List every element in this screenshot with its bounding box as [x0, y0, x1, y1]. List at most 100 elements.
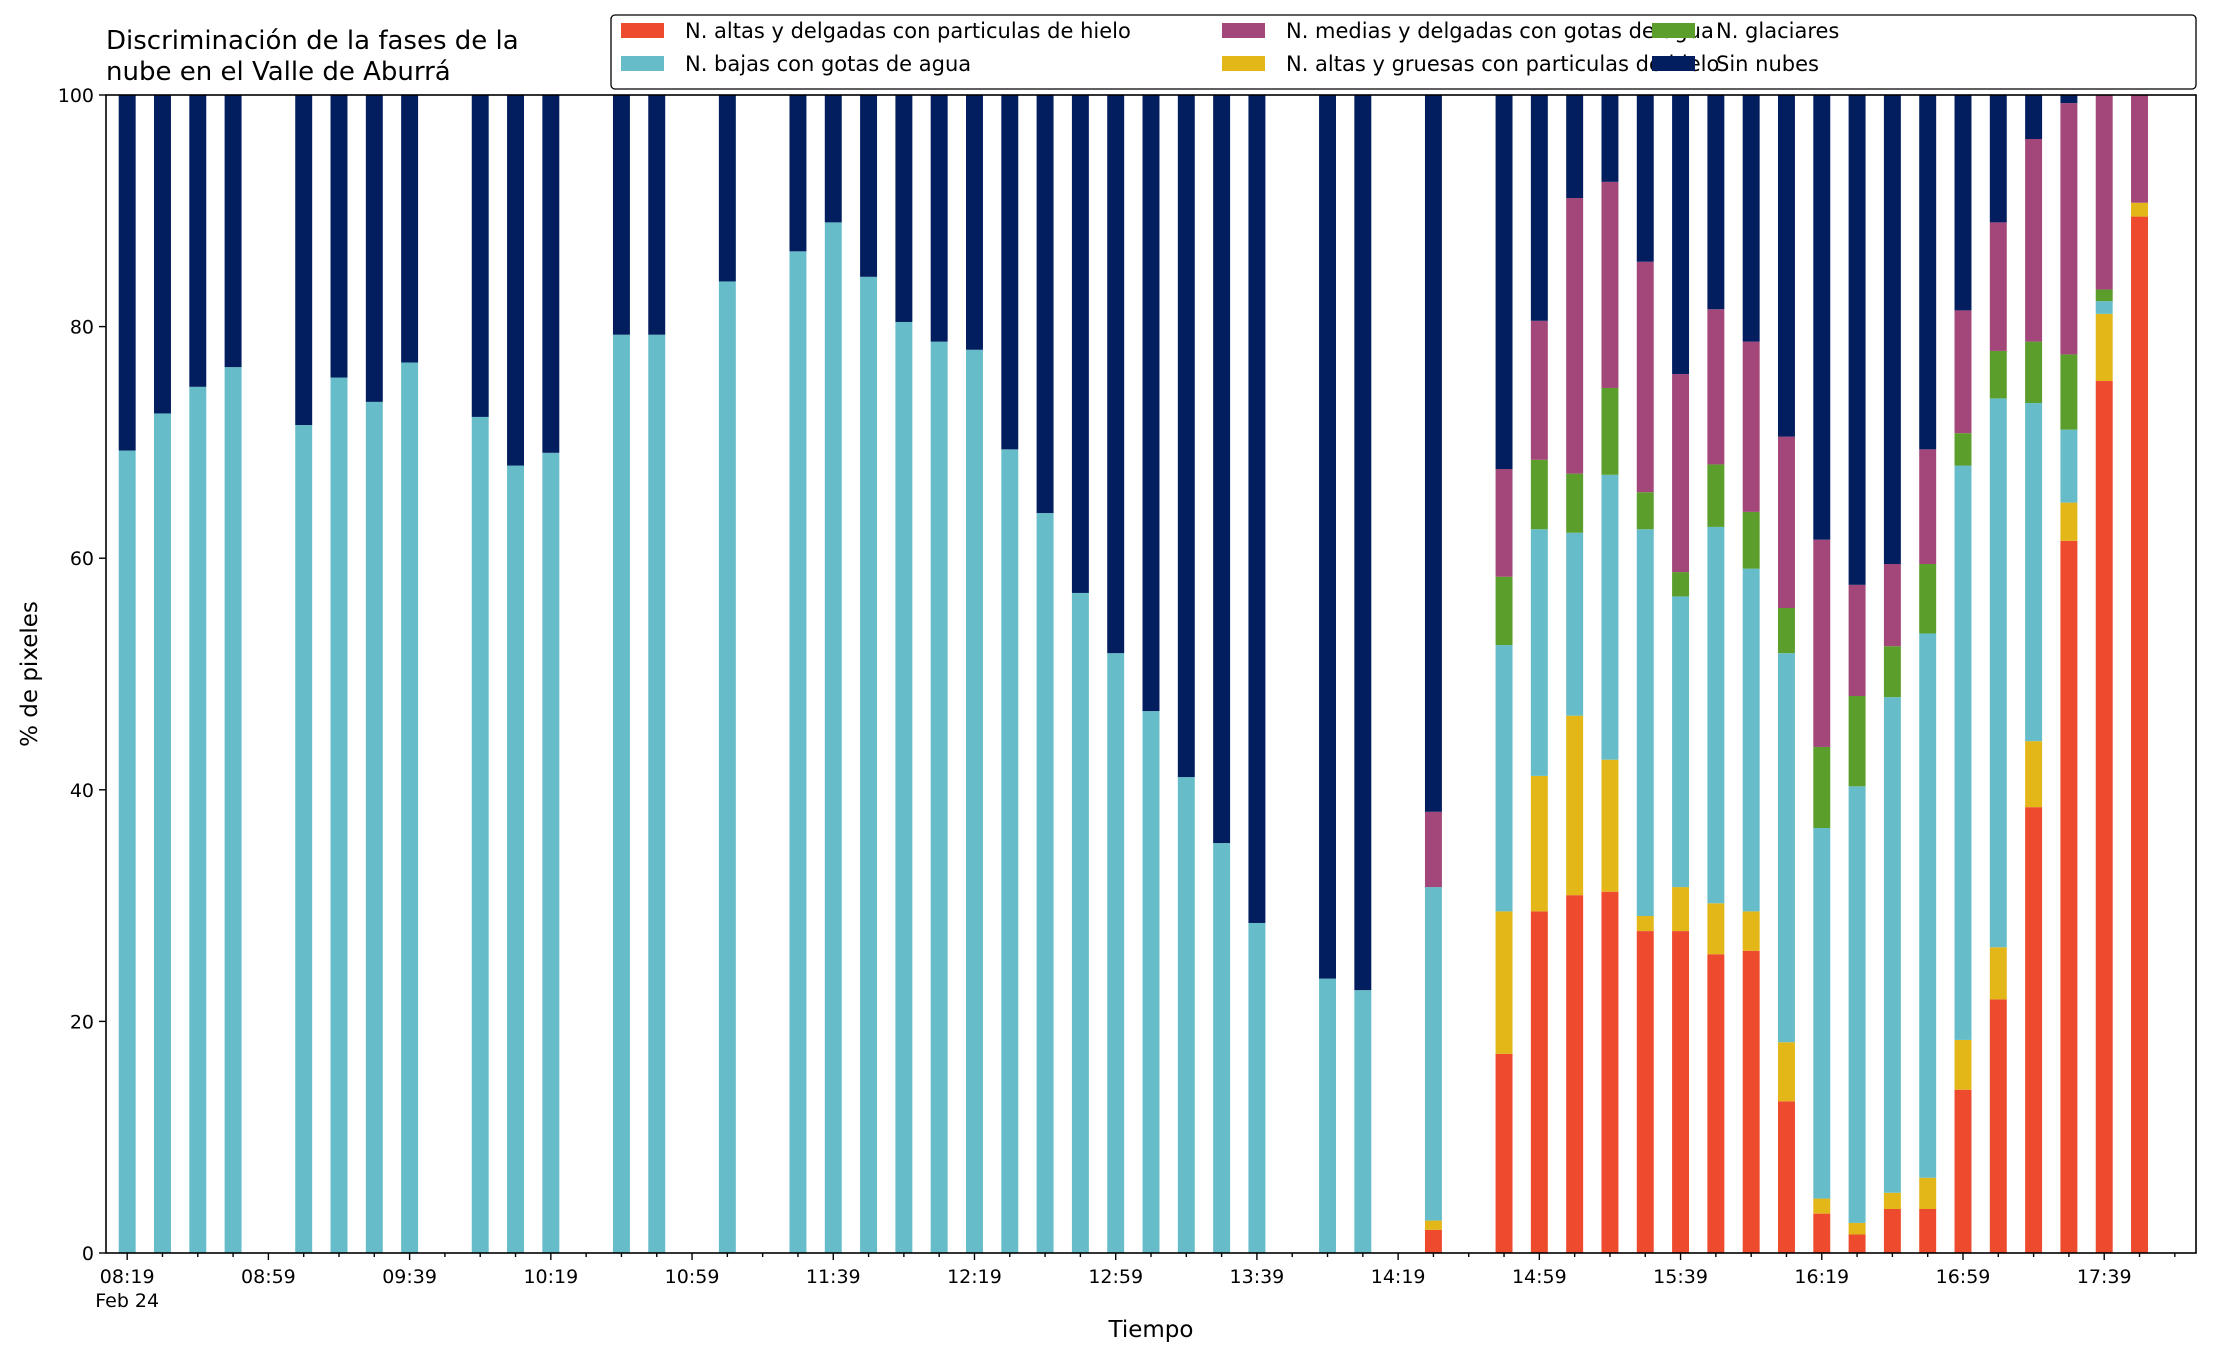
bar-segment: [1954, 1089, 1972, 1253]
bar-segment: [648, 334, 666, 1254]
bar-segment: [1672, 931, 1690, 1253]
x-tick-label: 14:19: [1371, 1266, 1426, 1288]
bar-segment: [365, 401, 383, 1253]
bar-segment: [189, 95, 207, 387]
bar-segment: [1566, 198, 1584, 474]
bar-segment: [1672, 572, 1690, 597]
bar-segment: [365, 95, 383, 402]
bar-segment: [2025, 403, 2043, 742]
bar-segment: [1919, 1209, 1937, 1253]
bar-segment: [930, 341, 948, 1253]
bar-segment: [718, 95, 736, 282]
bar-segment: [1954, 95, 1972, 311]
bar-segment: [1742, 341, 1760, 512]
bar-segment: [1530, 911, 1548, 1253]
bar-segment: [1354, 95, 1372, 991]
bar-segment: [2060, 354, 2078, 430]
bar-segment: [1707, 903, 1725, 955]
bar-segment: [1989, 999, 2007, 1253]
bar-segment: [401, 362, 419, 1253]
bar-segment: [1813, 746, 1831, 829]
bar-segment: [1919, 633, 1937, 1178]
x-tick-sublabel: Feb 24: [95, 1290, 159, 1312]
x-tick-label: 10:19: [523, 1266, 578, 1288]
bar-segment: [1848, 1222, 1866, 1235]
bar-segment: [2095, 381, 2113, 1253]
bar-segment: [1319, 95, 1336, 979]
bar-segment: [1813, 1198, 1831, 1214]
bar-segment: [2025, 139, 2043, 342]
bar-segment: [2095, 95, 2113, 290]
bar-segment: [1424, 811, 1442, 888]
bar-segment: [2095, 301, 2113, 314]
bar-segment: [1530, 320, 1548, 460]
bar-segment: [1672, 887, 1690, 932]
bar-segment: [612, 334, 630, 1254]
bar-segment: [824, 95, 842, 223]
bar-segment: [295, 425, 313, 1253]
bar-segment: [1954, 433, 1972, 466]
bar-segment: [1354, 990, 1372, 1253]
x-tick-label: 10:59: [665, 1266, 720, 1288]
bar-segment: [1672, 374, 1690, 573]
legend-swatch: [1652, 56, 1695, 71]
bar-segment: [1530, 775, 1548, 912]
bar-segment: [612, 95, 630, 335]
bar-segment: [1636, 492, 1654, 530]
bar-segment: [1036, 513, 1054, 1253]
x-tick-label: 16:19: [1794, 1266, 1849, 1288]
bar-segment: [1848, 1234, 1866, 1253]
legend-swatch: [1222, 56, 1265, 71]
bar-segment: [966, 95, 983, 350]
bar-segment: [1883, 1209, 1901, 1253]
bar-segment: [2025, 807, 2043, 1253]
bar-segment: [1566, 715, 1584, 896]
bar-segment: [2095, 313, 2113, 382]
chart-title: Discriminación de la fases de la nube en …: [106, 26, 519, 87]
x-tick-label: 09:39: [382, 1266, 437, 1288]
bar-segment: [2025, 95, 2043, 139]
bar-segment: [1778, 607, 1795, 654]
bar-segment: [1989, 222, 2007, 351]
bar-segment: [1707, 309, 1725, 465]
bar-segment: [1636, 95, 1654, 262]
bar-segment: [118, 95, 136, 451]
bar-segment: [2060, 95, 2078, 104]
bar-segment: [1213, 95, 1231, 844]
bar-segment: [1566, 895, 1584, 1253]
bar-segment: [648, 95, 666, 335]
bar-segment: [1601, 759, 1619, 892]
legend-label: N. medias y delgadas con gotas de agua: [1286, 19, 1714, 43]
bar-segment: [1742, 568, 1760, 912]
bar-segment: [1601, 474, 1619, 760]
bar-segment: [1530, 529, 1548, 776]
x-tick-label: 16:59: [1936, 1266, 1991, 1288]
bar-segment: [1495, 95, 1513, 470]
x-tick-label: 15:39: [1653, 1266, 1708, 1288]
x-tick-label: 12:19: [947, 1266, 1002, 1288]
legend-box: [610, 14, 2197, 90]
y-tick-label: 20: [70, 1011, 94, 1033]
bar-segment: [1778, 95, 1795, 437]
bar-segment: [507, 465, 524, 1253]
bar-segment: [1707, 526, 1725, 904]
bar-segment: [330, 377, 348, 1253]
bar-segment: [1954, 310, 1972, 434]
bar-segment: [2060, 429, 2078, 503]
bar-segment: [1813, 95, 1831, 540]
bar-segment: [2131, 216, 2148, 1254]
bar-segment: [1601, 387, 1619, 475]
bar-segment: [2131, 202, 2148, 217]
bar-segment: [1742, 95, 1760, 342]
bar-segment: [507, 95, 524, 466]
legend[interactable]: N. altas y delgadas con particulas de hi…: [610, 14, 2197, 90]
bar-segment: [1919, 1177, 1937, 1209]
bar-segment: [1636, 931, 1654, 1253]
bar-segment: [2060, 540, 2078, 1253]
bar-segment: [1813, 828, 1831, 1199]
bar-segment: [1778, 436, 1795, 608]
bar-segment: [1778, 1101, 1795, 1253]
bar-segment: [1001, 449, 1019, 1254]
bar-segment: [1778, 1042, 1795, 1102]
